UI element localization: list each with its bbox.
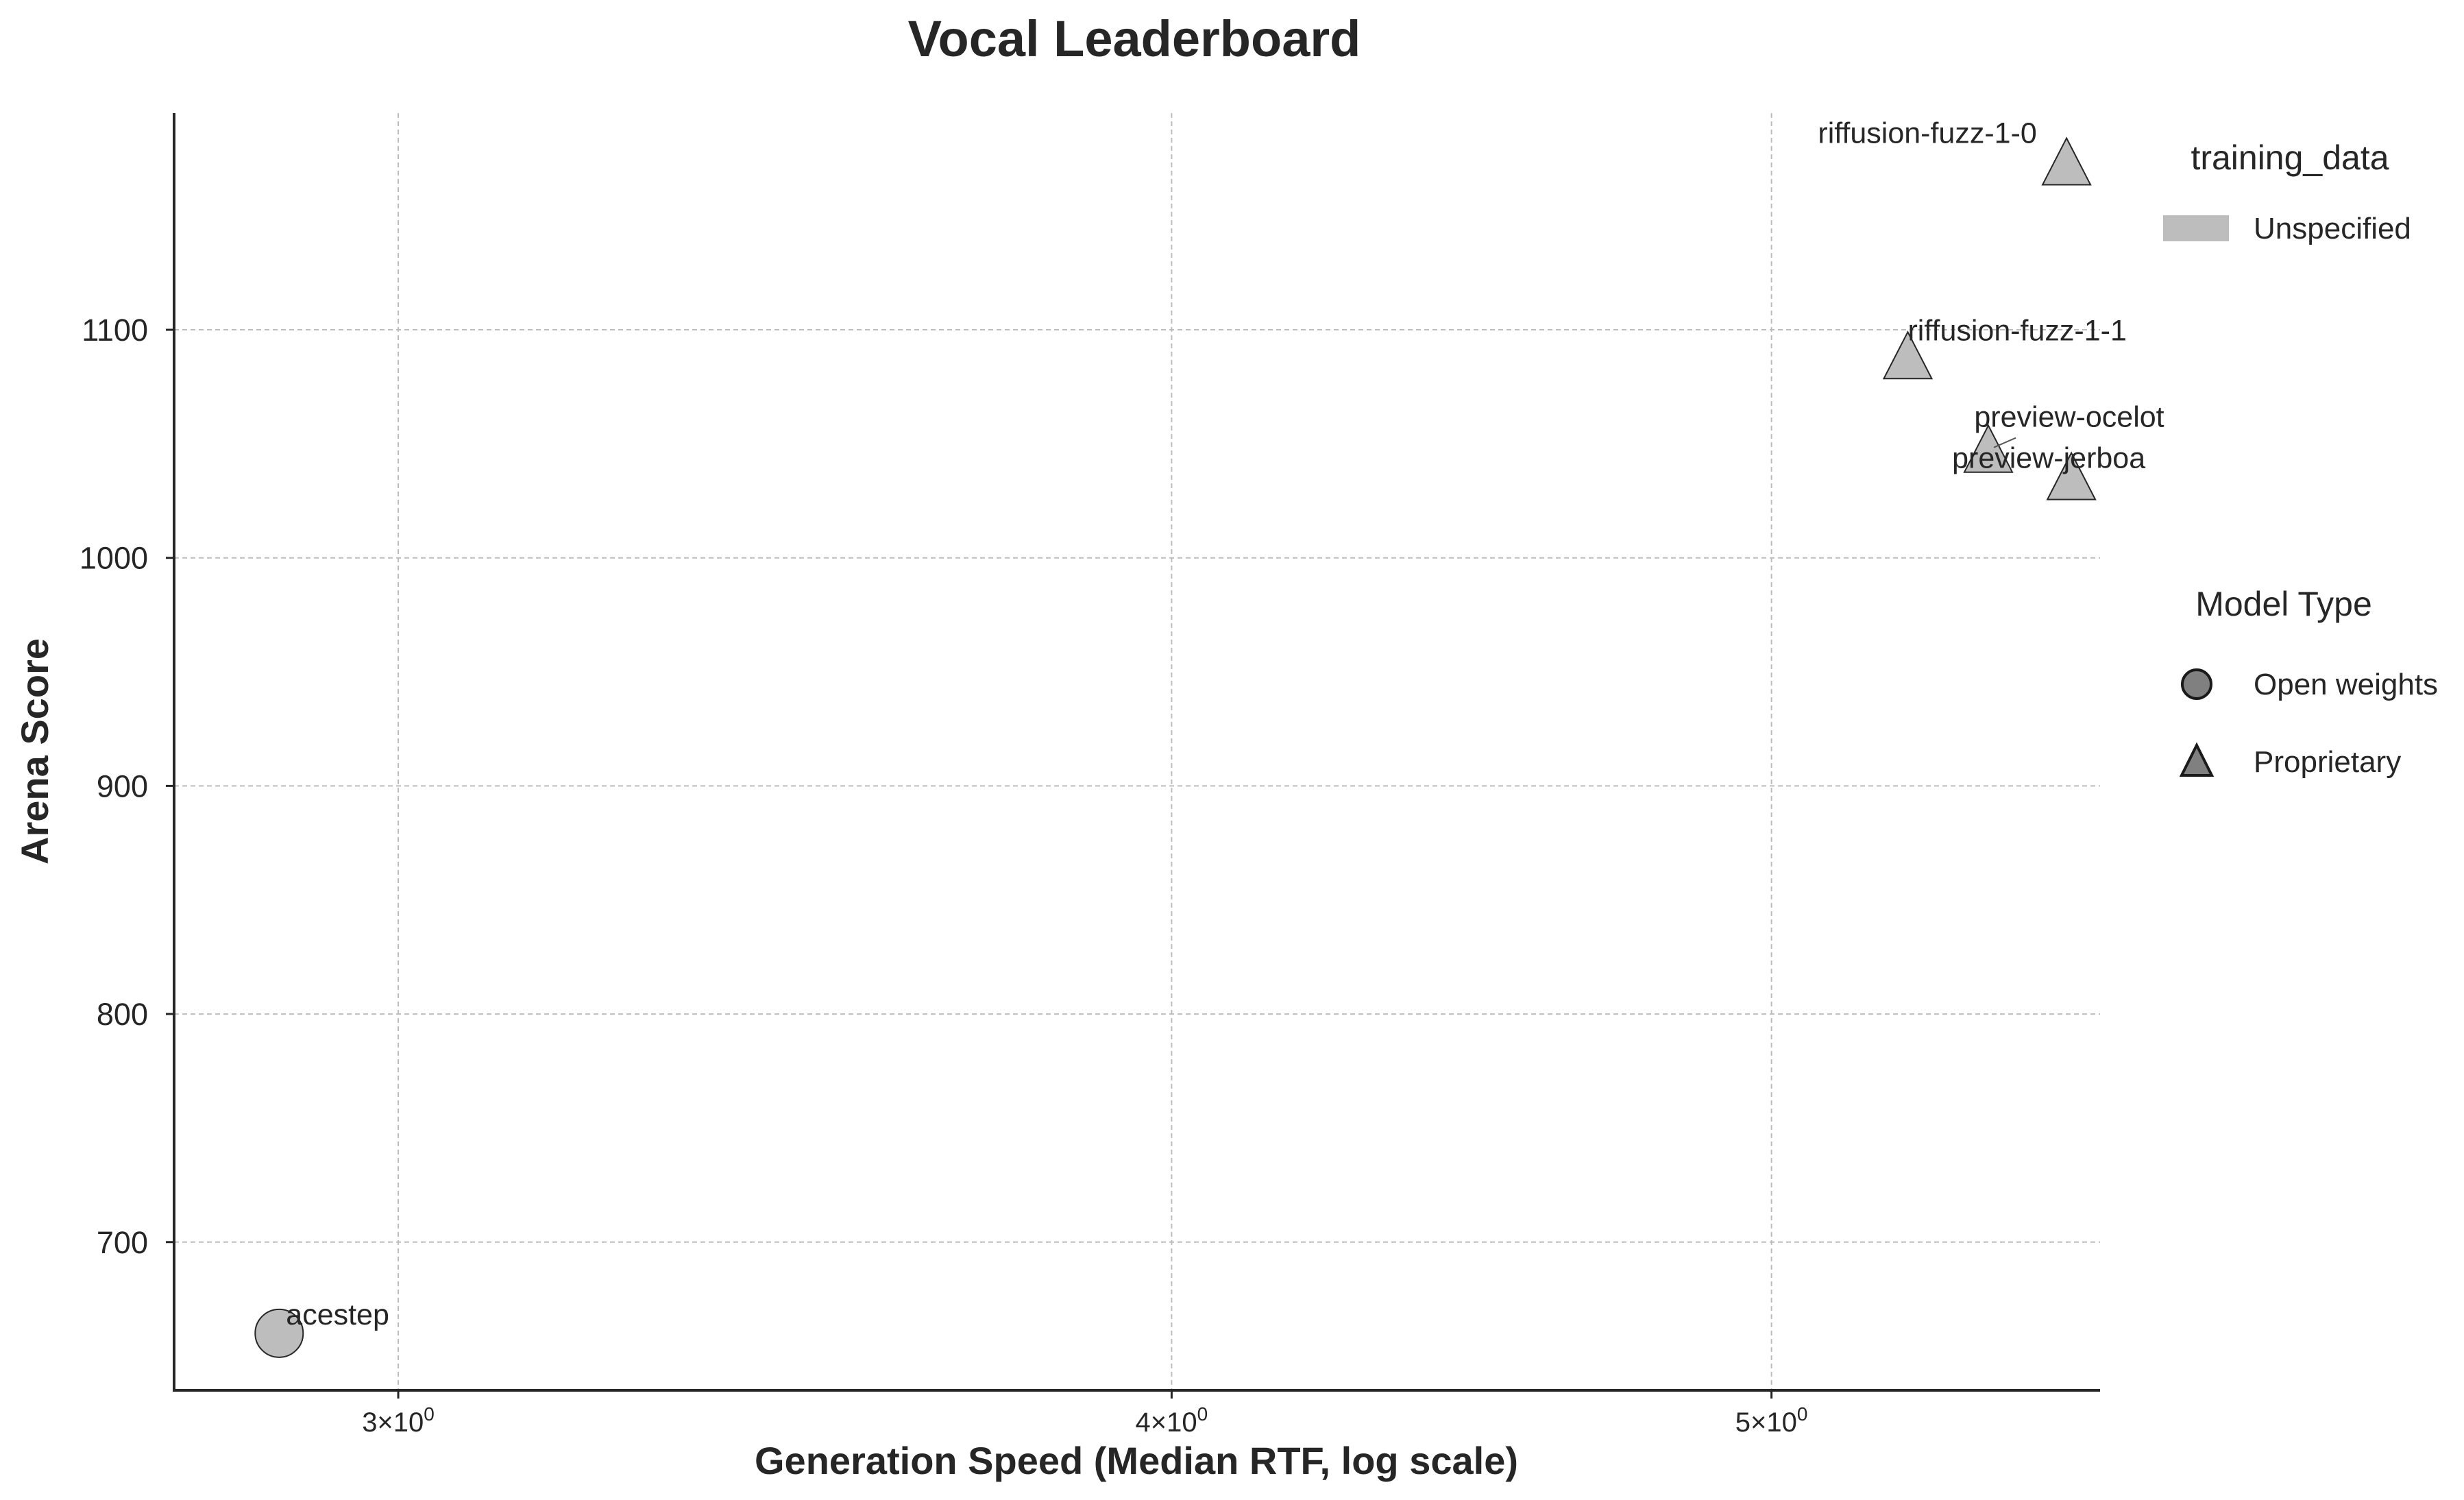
point-label-riffusion-fuzz-1-1: riffusion-fuzz-1-1 bbox=[1907, 314, 2126, 347]
x-axis-label: Generation Speed (Median RTF, log scale) bbox=[755, 1439, 1518, 1482]
chart-title: Vocal Leaderboard bbox=[908, 10, 1361, 67]
axis-ticks: 700 800 900 1000 1100 3×100 4×100 5×100 bbox=[80, 313, 1808, 1438]
data-points bbox=[254, 136, 2097, 1358]
point-label-preview-ocelot: preview-ocelot bbox=[1974, 401, 2164, 434]
legend-swatch-unspecified bbox=[2163, 215, 2229, 241]
legend-triangle-icon bbox=[2179, 742, 2215, 777]
legend-title-training-data: training_data bbox=[2191, 138, 2389, 177]
point-preview-jerboa bbox=[2046, 451, 2097, 500]
y-tick-label: 700 bbox=[97, 1225, 148, 1260]
legend: training_data Unspecified Model Type Ope… bbox=[2163, 138, 2438, 779]
y-tick-label: 900 bbox=[97, 769, 148, 803]
point-label-riffusion-fuzz-1-0: riffusion-fuzz-1-0 bbox=[1818, 117, 2036, 150]
grid-lines bbox=[174, 113, 2100, 1390]
y-tick-label: 1000 bbox=[80, 541, 148, 576]
point-acestep bbox=[254, 1308, 304, 1358]
x-tick-label: 5×100 bbox=[1735, 1403, 1808, 1438]
point-label-preview-jerboa: preview-jerboa bbox=[1952, 442, 2145, 475]
point-riffusion-fuzz-1-1 bbox=[1882, 330, 1934, 380]
y-axis-label: Arena Score bbox=[13, 638, 56, 864]
legend-label-unspecified: Unspecified bbox=[2254, 212, 2411, 245]
legend-title-model-type: Model Type bbox=[2195, 585, 2372, 623]
data-labels: riffusion-fuzz-1-0 riffusion-fuzz-1-1 prev… bbox=[286, 117, 2164, 1331]
y-tick-label: 800 bbox=[97, 997, 148, 1032]
legend-circle-icon bbox=[2181, 668, 2212, 700]
legend-label-open-weights: Open weights bbox=[2254, 668, 2438, 701]
point-preview-ocelot bbox=[1963, 424, 2014, 473]
point-riffusion-fuzz-1-0 bbox=[2041, 136, 2092, 186]
point-label-acestep: acestep bbox=[286, 1298, 389, 1331]
x-tick-label: 3×100 bbox=[362, 1403, 435, 1438]
x-tick-label: 4×100 bbox=[1136, 1403, 1208, 1438]
legend-label-proprietary: Proprietary bbox=[2254, 745, 2401, 779]
leader-line bbox=[1993, 437, 2016, 448]
y-tick-label: 1100 bbox=[82, 313, 148, 348]
